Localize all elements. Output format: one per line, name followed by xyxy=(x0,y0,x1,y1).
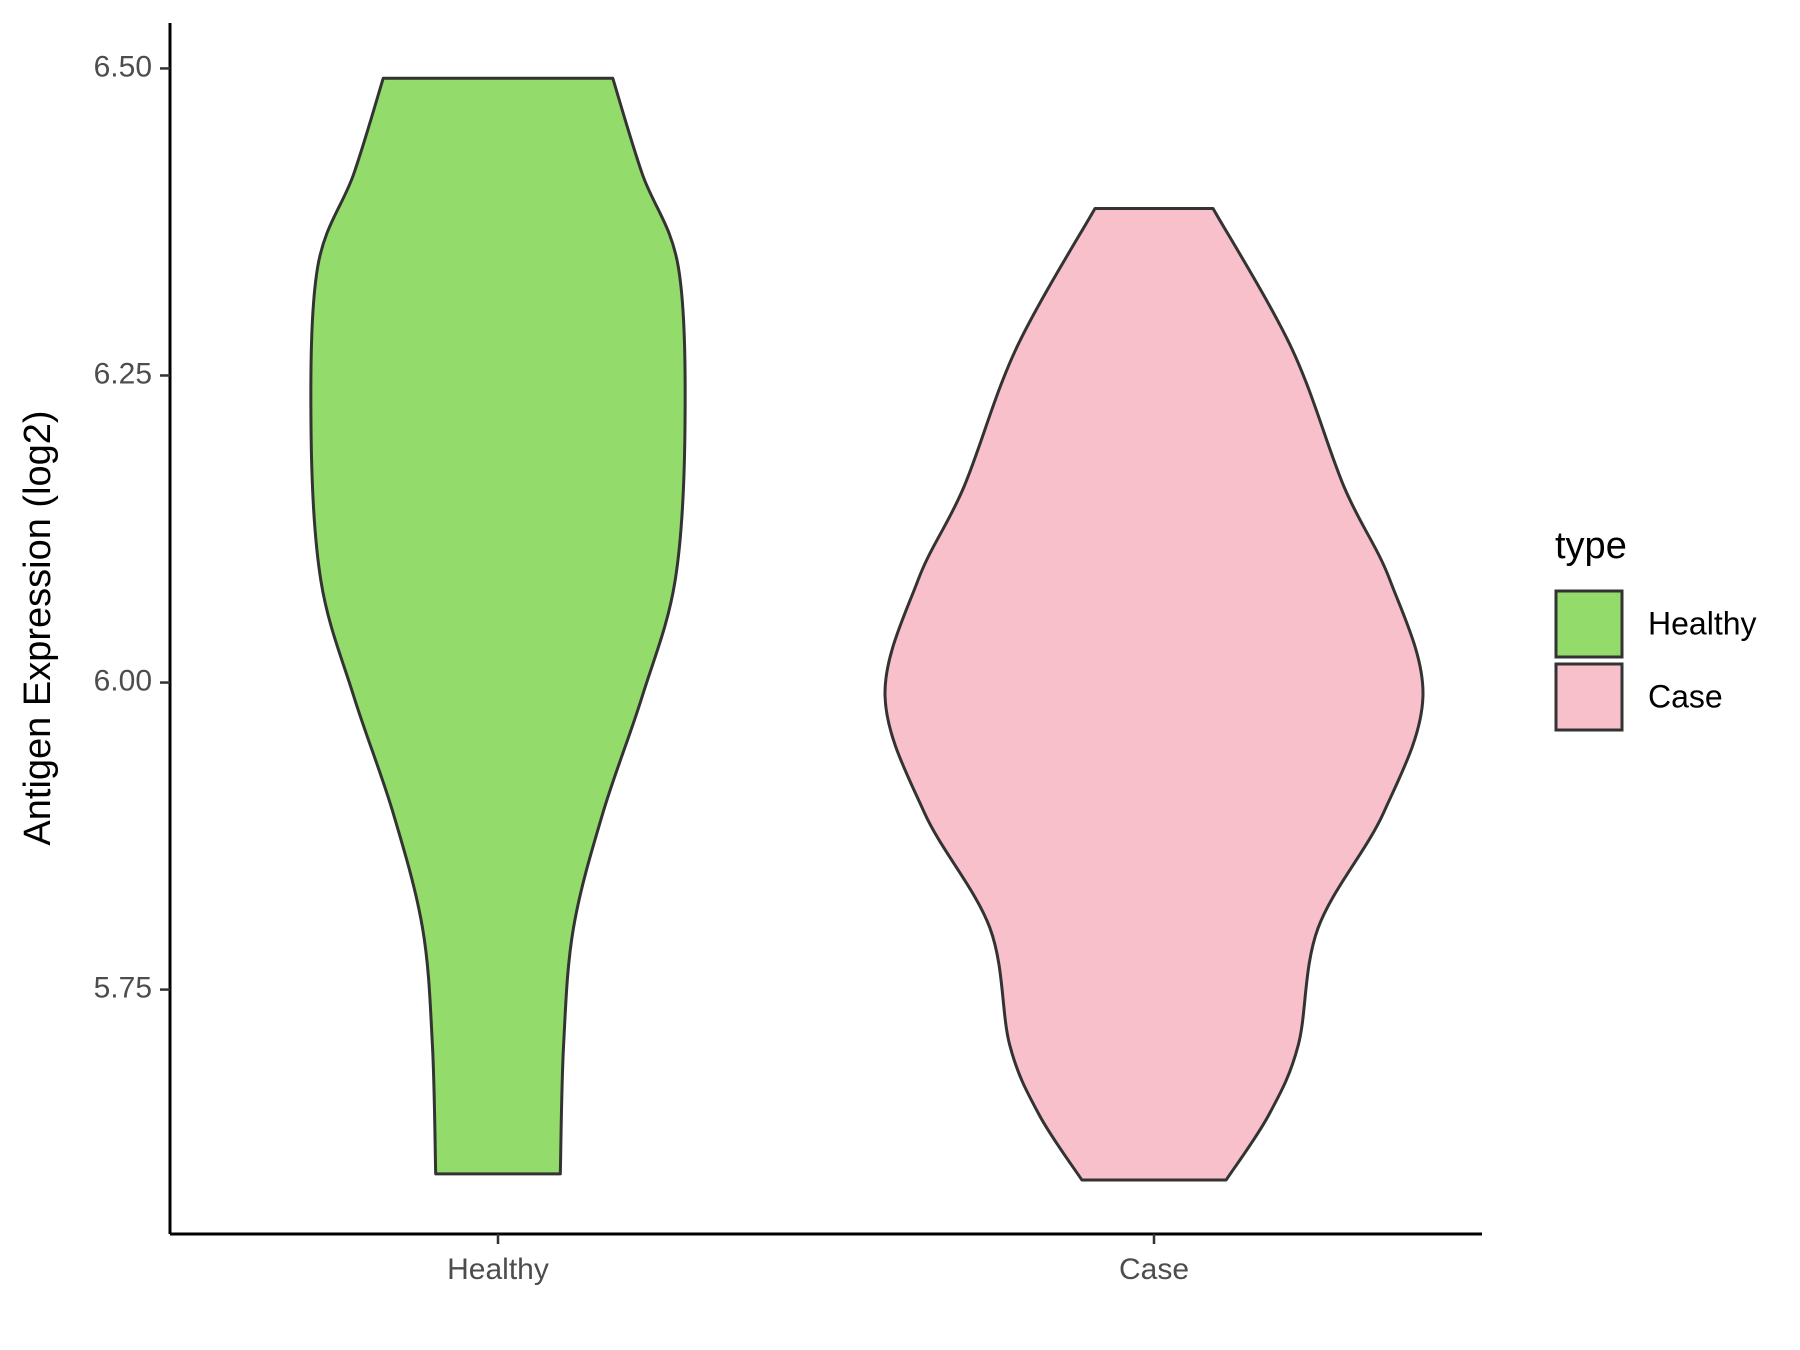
legend-key xyxy=(1554,662,1624,732)
legend-title: type xyxy=(1555,525,1627,567)
violin xyxy=(883,206,1425,1182)
x-tick-label: Healthy xyxy=(447,1253,549,1286)
y-tick-label: 6.50 xyxy=(94,50,152,83)
y-tick-label: 6.00 xyxy=(94,664,152,697)
x-tick-label: Case xyxy=(1119,1253,1189,1286)
y-axis-title: Antigen Expression (log2) xyxy=(17,410,59,845)
y-tick-label: 6.25 xyxy=(94,357,152,390)
legend-key xyxy=(1554,589,1624,659)
violin xyxy=(309,76,687,1176)
y-tick-label: 5.75 xyxy=(94,972,152,1005)
legend-label: Case xyxy=(1648,678,1723,714)
legend-label: Healthy xyxy=(1648,605,1757,641)
